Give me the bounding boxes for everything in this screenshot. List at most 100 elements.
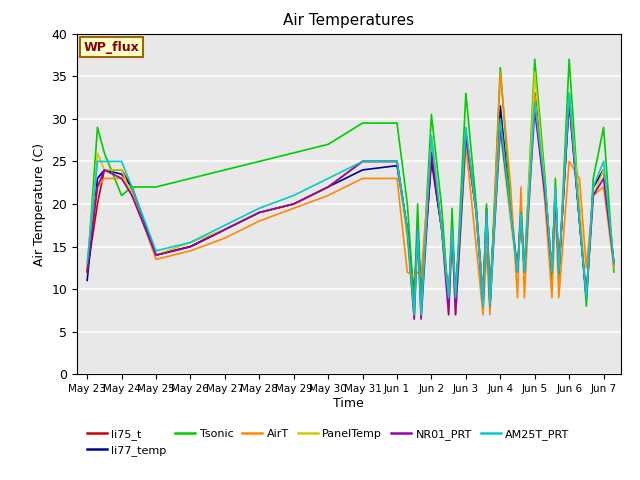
PanelTemp [324,184,332,190]
PanelTemp [403,235,411,241]
AirT [565,158,573,164]
AM25T_PRT [552,184,559,190]
li77_temp [483,205,490,211]
PanelTemp [565,90,573,96]
Tsonic [393,120,401,126]
NR01_PRT [520,269,528,275]
PanelTemp [128,192,136,198]
Tsonic [517,201,525,207]
AirT [445,295,452,300]
Tsonic [520,269,528,275]
Tsonic [448,205,456,211]
AM25T_PRT [83,261,91,266]
AM25T_PRT [582,295,590,300]
li75_t [452,295,460,300]
NR01_PRT [497,124,504,130]
AM25T_PRT [221,222,228,228]
X-axis label: Time: Time [333,397,364,410]
PanelTemp [589,192,597,198]
Title: Air Temperatures: Air Temperatures [284,13,414,28]
Tsonic [507,201,515,207]
li77_temp [507,210,515,216]
AM25T_PRT [152,248,160,254]
Legend: li75_t, li77_temp, Tsonic, AirT, PanelTemp, NR01_PRT, AM25T_PRT: li75_t, li77_temp, Tsonic, AirT, PanelTe… [83,424,574,460]
li77_temp [448,227,456,232]
Line: PanelTemp: PanelTemp [87,72,614,319]
AM25T_PRT [565,90,573,96]
NR01_PRT [472,210,480,216]
li75_t [552,184,559,190]
li75_t [152,252,160,258]
AirT [589,192,597,198]
li77_temp [497,103,504,109]
AM25T_PRT [410,312,418,318]
AM25T_PRT [548,269,556,275]
Tsonic [531,56,539,62]
NR01_PRT [582,295,590,300]
li77_temp [582,295,590,300]
AM25T_PRT [497,116,504,121]
li77_temp [531,90,539,96]
Tsonic [83,269,91,275]
Tsonic [187,176,195,181]
NR01_PRT [403,227,411,232]
NR01_PRT [438,227,445,232]
li75_t [93,201,101,207]
li75_t [448,227,456,232]
PanelTemp [118,167,125,173]
li75_t [462,133,470,139]
PanelTemp [582,295,590,300]
li77_temp [514,269,522,275]
AM25T_PRT [462,124,470,130]
NR01_PRT [118,176,125,181]
li75_t [221,227,228,232]
NR01_PRT [393,158,401,164]
li75_t [483,210,490,216]
li75_t [428,158,435,164]
AM25T_PRT [118,158,125,164]
Line: li75_t: li75_t [87,93,614,298]
AirT [83,265,91,271]
AirT [187,248,195,254]
AirT [410,274,418,279]
AM25T_PRT [514,269,522,275]
PanelTemp [610,261,618,266]
NR01_PRT [548,269,556,275]
NR01_PRT [600,176,607,181]
AM25T_PRT [472,210,480,216]
li75_t [290,201,298,207]
AirT [359,176,367,181]
li77_temp [552,184,559,190]
NR01_PRT [531,108,539,113]
Tsonic [452,299,460,305]
AirT [403,269,411,275]
NR01_PRT [100,167,108,173]
li77_temp [452,295,460,300]
PanelTemp [359,158,367,164]
NR01_PRT [290,201,298,207]
li75_t [438,227,445,232]
PanelTemp [83,265,91,271]
li77_temp [255,210,263,216]
li77_temp [324,184,332,190]
Tsonic [128,184,136,190]
AirT [324,192,332,198]
AirT [541,201,549,207]
Tsonic [290,150,298,156]
PanelTemp [438,227,445,232]
AirT [393,176,401,181]
AirT [507,184,515,190]
li77_temp [565,90,573,96]
li77_temp [472,205,480,211]
NR01_PRT [565,99,573,105]
li75_t [100,167,108,173]
li77_temp [393,163,401,168]
PanelTemp [472,210,480,216]
li75_t [514,269,522,275]
li77_temp [428,154,435,160]
AM25T_PRT [541,184,549,190]
Tsonic [479,303,487,309]
Tsonic [359,120,367,126]
li75_t [517,210,525,216]
NR01_PRT [414,227,422,232]
